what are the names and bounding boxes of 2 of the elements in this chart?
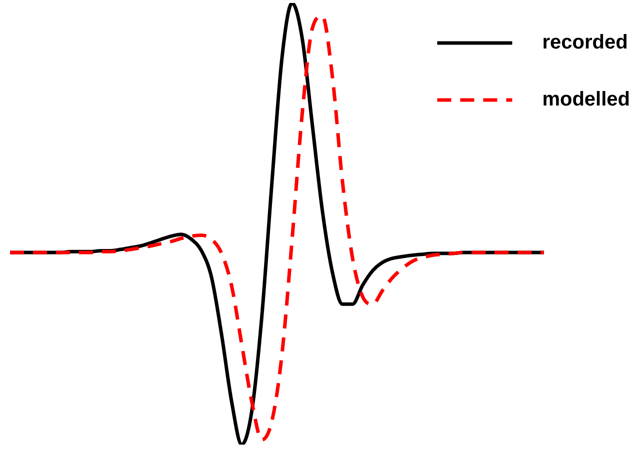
legend-label: modelled — [542, 88, 630, 111]
legend-label: recorded — [542, 32, 628, 54]
